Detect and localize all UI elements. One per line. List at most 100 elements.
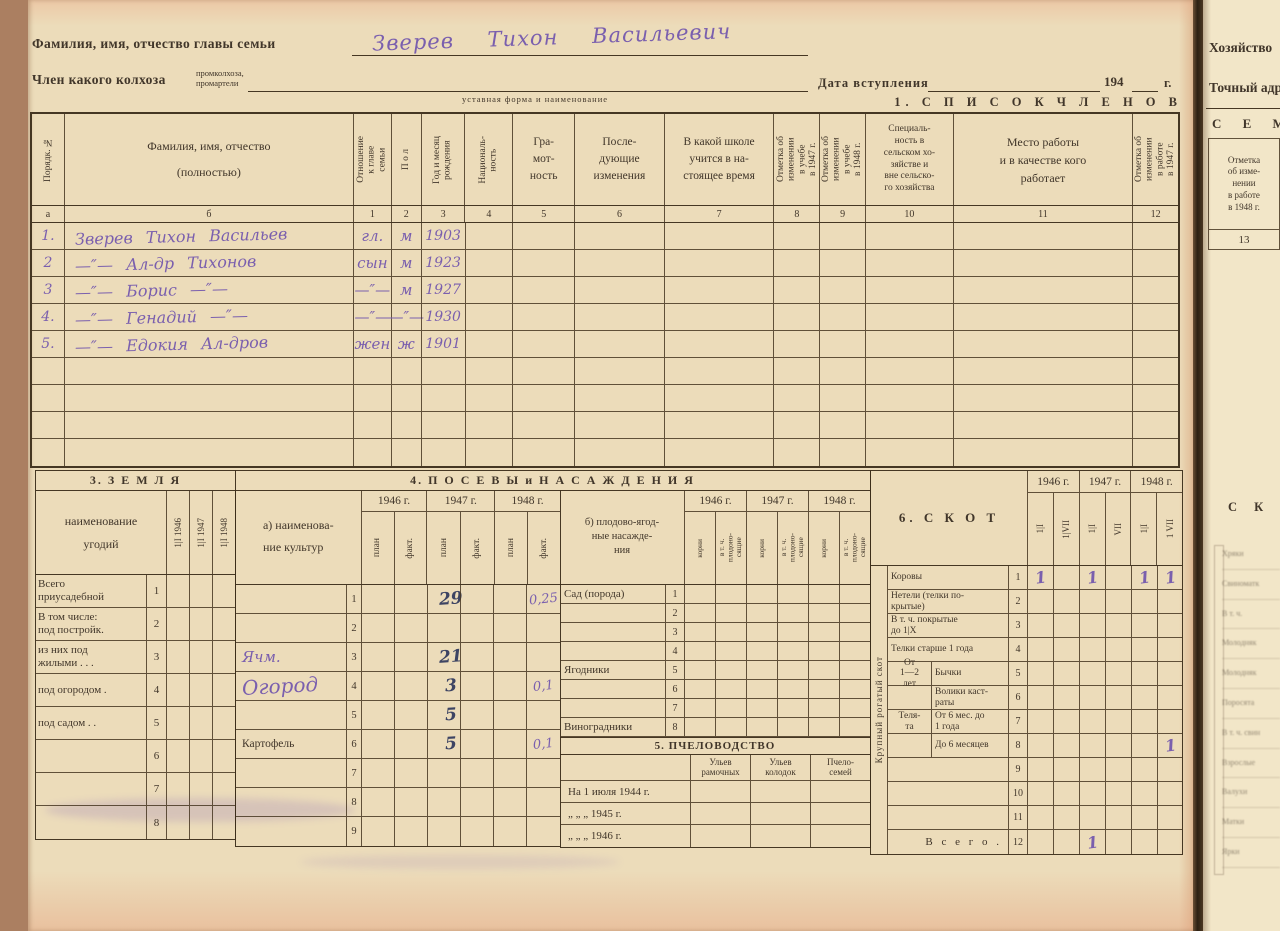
crop-1947-fact xyxy=(460,788,493,816)
year-label: 1946 г. xyxy=(361,490,427,512)
member-name: —″— Ал-др Тихонов xyxy=(63,250,353,276)
livestock-row: В с е г о . 12 1 xyxy=(888,830,1183,854)
orchard-value-cell xyxy=(684,661,715,679)
livestock-value-cell xyxy=(1131,710,1157,734)
member-order-num xyxy=(32,358,64,384)
fact-col: факт. xyxy=(393,512,427,584)
orchard-value-cell xyxy=(715,718,746,736)
livestock-value-cell: 1 xyxy=(1027,566,1053,590)
livestock-sub-label xyxy=(888,758,1008,781)
livestock-row-num: 12 xyxy=(1008,830,1027,854)
land-year-1948: 1|I 1948 xyxy=(212,491,235,574)
orchard-year-1947: 1947 г. корни в т. ч. плодоно- сящие xyxy=(746,490,808,584)
orchard-row: 7 xyxy=(560,699,870,718)
faint-row-label: Поросята xyxy=(1222,689,1280,719)
crop-1947-plan: 3 xyxy=(427,672,460,700)
livestock-row-num: 8 xyxy=(1008,734,1027,758)
member-row xyxy=(32,358,1178,385)
crop-num: 1 xyxy=(346,585,361,613)
year-label: 1948 г. xyxy=(809,490,870,512)
col-header-changes: После- дующие изменения xyxy=(574,114,664,205)
member-relation: сын xyxy=(352,250,391,276)
orchard-row: Сад (порода) 1 xyxy=(560,585,870,604)
orchard-row-label xyxy=(560,642,665,660)
ink-smudge xyxy=(45,798,355,822)
index-cell: 8 xyxy=(773,206,819,222)
crop-1948-fact xyxy=(526,759,559,787)
livestock-row: Коровы 1 1 1 1 1 xyxy=(888,566,1183,590)
crop-num: 2 xyxy=(346,614,361,642)
members-section-title: 1. С П И С О К Ч Л Е Н О В xyxy=(894,95,1182,109)
member-cell-empty xyxy=(464,412,513,438)
col-header-workplace: Место работы и в качестве кого работает xyxy=(952,114,1132,205)
right-page-col13: Отметка об изме- нении в работе в 1948 г… xyxy=(1208,138,1280,250)
land-row: под огородом . 4 xyxy=(36,674,235,707)
member-cell-empty xyxy=(865,358,953,384)
member-cell-empty xyxy=(663,223,774,249)
member-cell-empty xyxy=(773,412,819,438)
crop-1946-plan xyxy=(361,643,394,671)
crop-1946-fact xyxy=(394,585,427,613)
index-cell: 6 xyxy=(574,206,664,222)
crops-header: а) наименова- ние культур 1946 г. план ф… xyxy=(236,490,560,585)
bees-value-cell xyxy=(810,781,870,802)
orchard-value-cell xyxy=(777,680,808,698)
members-rows: 1. Зверев Тихон Васильев гл. м 1903 2 —″… xyxy=(32,223,1178,466)
land-row-num: 2 xyxy=(146,608,166,640)
livestock-group-label xyxy=(888,686,932,709)
member-cell-empty xyxy=(819,331,865,357)
crop-row: Картофель 6 5 0,1 xyxy=(236,730,560,759)
member-cell-empty xyxy=(819,304,865,330)
member-cell-empty xyxy=(773,223,819,249)
land-value-cell xyxy=(212,674,235,706)
member-cell-empty xyxy=(773,250,819,276)
member-cell-empty xyxy=(773,331,819,357)
livestock-row: 11 xyxy=(888,806,1183,830)
crop-1946-fact xyxy=(394,614,427,642)
land-head-label: наименование угодий xyxy=(64,513,138,551)
orchard-value-cell xyxy=(746,699,777,717)
bees-row: „ „ „ 1946 г. xyxy=(560,825,870,847)
land-row: под садом . . 5 xyxy=(36,707,235,740)
member-cell-empty xyxy=(464,358,513,384)
member-cell-empty xyxy=(663,304,774,330)
crop-1948-fact: 0,1 xyxy=(526,672,559,700)
orchard-value-cell xyxy=(839,585,870,603)
land-value-cell xyxy=(212,608,235,640)
index-cell: 11 xyxy=(952,206,1132,222)
livestock-value-cell xyxy=(1053,782,1079,806)
orchard-row-label: Ягодники xyxy=(564,664,610,676)
orchard-row: 4 xyxy=(560,642,870,661)
livestock-year-1946: 1946 г. 1|I 1|VII xyxy=(1026,471,1079,565)
livestock-value-cell xyxy=(1105,758,1131,782)
member-cell-empty xyxy=(464,331,513,357)
livestock-row-label: В т. ч. покрытые до 1|X xyxy=(888,614,1008,638)
member-sex: —″— xyxy=(388,304,424,330)
livestock-value-cell xyxy=(1053,806,1079,830)
orchard-row: Ягодники 5 xyxy=(560,661,870,680)
crop-1947-fact xyxy=(460,672,493,700)
crop-1948-plan xyxy=(493,614,526,642)
member-sex xyxy=(390,385,421,411)
livestock-value-cell xyxy=(1079,758,1105,782)
land-row-label xyxy=(36,740,146,772)
livestock-row-num: 2 xyxy=(1008,590,1027,614)
member-birth-year xyxy=(420,412,465,438)
orchard-row-num: 3 xyxy=(665,623,684,641)
livestock-value-cell xyxy=(1105,590,1131,614)
livestock-row: Нетели (телки по- крытые) 2 xyxy=(888,590,1183,614)
member-cell-empty xyxy=(865,304,953,330)
livestock-value-cell xyxy=(1053,686,1079,710)
member-order-num xyxy=(32,412,64,438)
land-row-num: 8 xyxy=(146,806,166,839)
col-header-study-1948: Отметка об изменении в учебе в 1948 г. xyxy=(819,114,865,205)
member-cell-empty xyxy=(773,304,819,330)
crop-num: 9 xyxy=(346,817,361,846)
crops-table: а) наименова- ние культур 1946 г. план ф… xyxy=(235,490,561,847)
faint-row-label: Ярки xyxy=(1222,838,1280,868)
livestock-row-label: Волики каст- раты xyxy=(888,686,1008,710)
livestock-row-num: 3 xyxy=(1008,614,1027,638)
livestock-value-cell xyxy=(1053,758,1079,782)
crop-1947-plan xyxy=(427,817,460,846)
member-relation: —″— xyxy=(352,304,391,330)
